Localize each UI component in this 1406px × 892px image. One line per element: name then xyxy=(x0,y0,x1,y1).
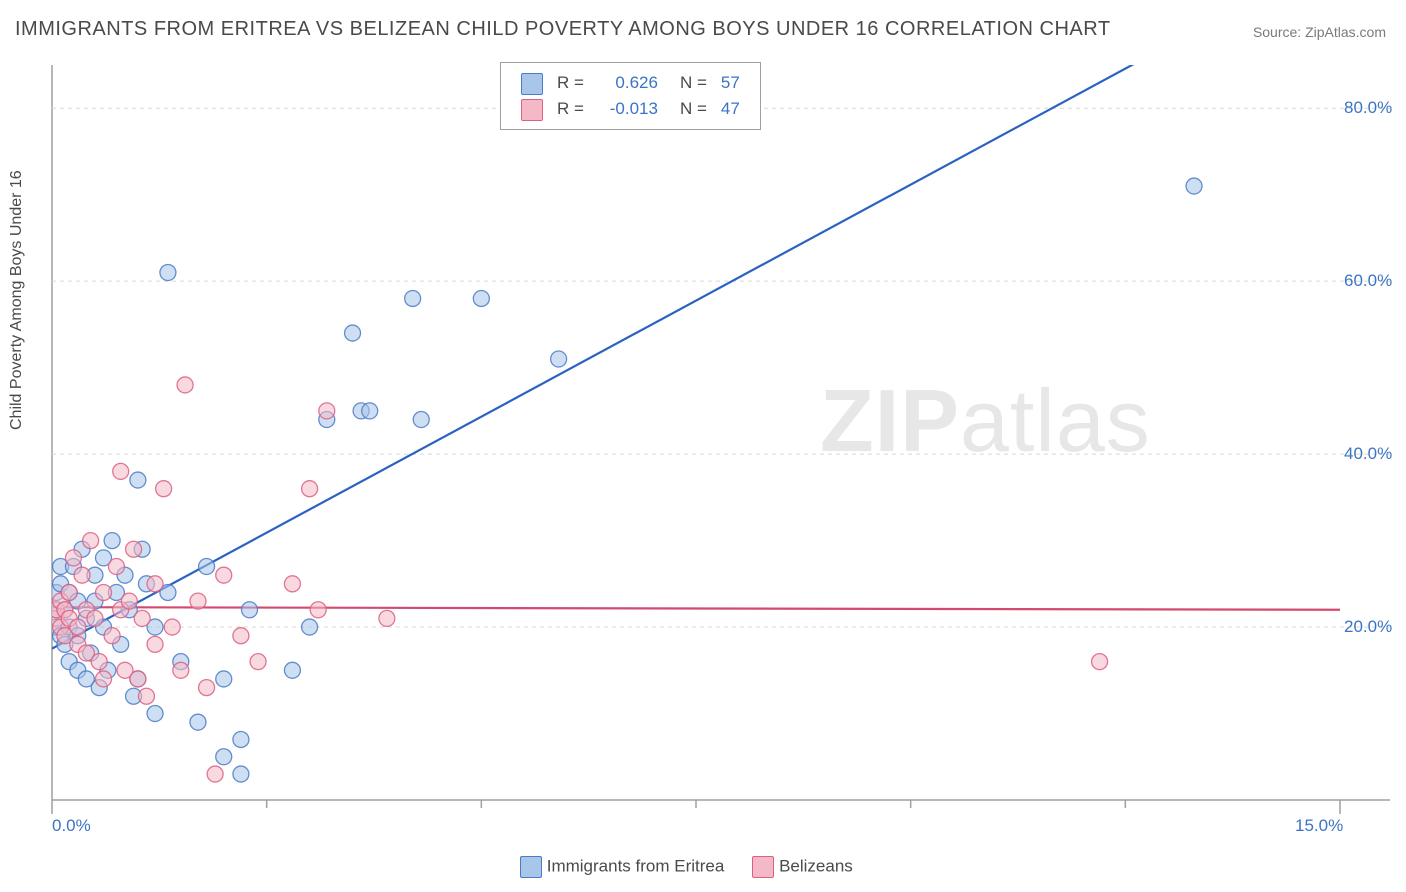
legend-row: R =-0.013N =47 xyxy=(515,97,746,121)
legend-swatch xyxy=(521,99,543,121)
chart-title: IMMIGRANTS FROM ERITREA VS BELIZEAN CHIL… xyxy=(15,18,1111,41)
legend-r-value: -0.013 xyxy=(592,97,664,121)
legend-label: Immigrants from Eritrea xyxy=(547,856,725,875)
legend-item: Belizeans xyxy=(752,856,852,878)
legend-swatch xyxy=(521,73,543,95)
legend-n-value: 47 xyxy=(715,97,746,121)
scatter-plot xyxy=(50,60,1390,830)
legend-swatch xyxy=(752,856,774,878)
legend-row: R =0.626N =57 xyxy=(515,71,746,95)
series-legend: Immigrants from Eritrea Belizeans xyxy=(520,856,881,878)
y-tick-label: 60.0% xyxy=(1344,271,1392,291)
y-tick-label: 40.0% xyxy=(1344,444,1392,464)
source-attribution: Source: ZipAtlas.com xyxy=(1253,24,1386,40)
y-tick-label: 80.0% xyxy=(1344,98,1392,118)
legend-n-label: N = xyxy=(666,97,713,121)
chart-container: IMMIGRANTS FROM ERITREA VS BELIZEAN CHIL… xyxy=(0,0,1406,892)
correlation-legend: R =0.626N =57R =-0.013N =47 xyxy=(500,62,761,130)
legend-n-value: 57 xyxy=(715,71,746,95)
x-tick-label: 15.0% xyxy=(1295,816,1343,836)
legend-swatch xyxy=(520,856,542,878)
legend-r-label: R = xyxy=(551,71,590,95)
x-tick-label: 0.0% xyxy=(52,816,91,836)
legend-label: Belizeans xyxy=(779,856,853,875)
legend-r-value: 0.626 xyxy=(592,71,664,95)
y-axis-label: Child Poverty Among Boys Under 16 xyxy=(8,170,26,430)
y-tick-label: 20.0% xyxy=(1344,617,1392,637)
legend-item: Immigrants from Eritrea xyxy=(520,856,724,878)
legend-r-label: R = xyxy=(551,97,590,121)
legend-n-label: N = xyxy=(666,71,713,95)
